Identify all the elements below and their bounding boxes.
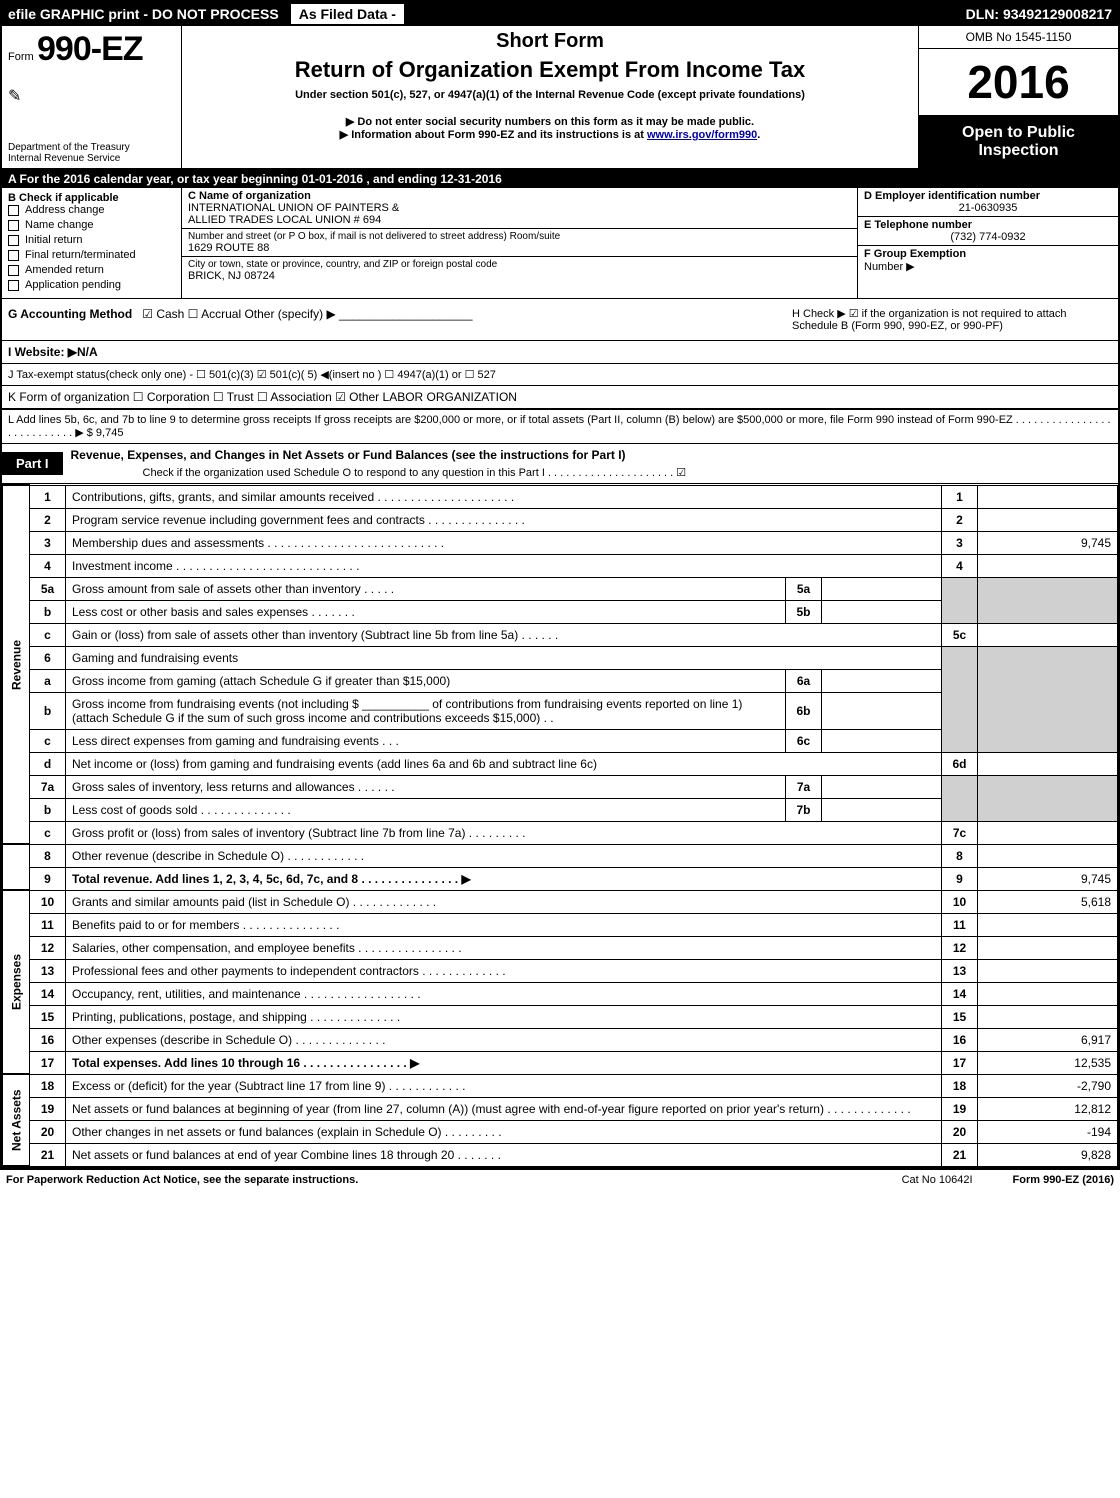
- lines-table: Revenue 1 Contributions, gifts, grants, …: [2, 484, 1118, 1167]
- check-address-change[interactable]: Address change: [8, 204, 175, 216]
- do-not-enter: ▶ Do not enter social security numbers o…: [186, 115, 914, 128]
- row-j-tax-exempt: J Tax-exempt status(check only one) - ☐ …: [2, 364, 1118, 386]
- form-container: efile GRAPHIC print - DO NOT PROCESS As …: [0, 0, 1120, 1169]
- row-g-h: G Accounting Method ☑ Cash ☐ Accrual Oth…: [2, 299, 1118, 341]
- c-name-block: C Name of organization INTERNATIONAL UNI…: [182, 188, 857, 229]
- under-section: Under section 501(c), 527, or 4947(a)(1)…: [186, 89, 914, 101]
- return-title: Return of Organization Exempt From Incom…: [186, 57, 914, 83]
- footer: For Paperwork Reduction Act Notice, see …: [0, 1169, 1120, 1190]
- g-options: ☑ Cash ☐ Accrual Other (specify) ▶ _____…: [142, 307, 472, 321]
- treasury-icon: ✎: [8, 86, 175, 106]
- part-i-header: Part I Revenue, Expenses, and Changes in…: [2, 444, 1118, 484]
- check-application-pending[interactable]: Application pending: [8, 279, 175, 291]
- dln-text: DLN: 93492129008217: [966, 6, 1118, 22]
- row-i-website: I Website: ▶N/A: [2, 341, 1118, 364]
- top-bar: efile GRAPHIC print - DO NOT PROCESS As …: [2, 2, 1118, 26]
- h-check: H Check ▶ ☑ if the organization is not r…: [792, 307, 1112, 332]
- row-a-tax-year: A For the 2016 calendar year, or tax yea…: [2, 170, 1118, 188]
- form-id-footer: Form 990-EZ (2016): [1013, 1174, 1114, 1186]
- header-right: OMB No 1545-1150 2016 Open to Public Ins…: [918, 26, 1118, 168]
- short-form-title: Short Form: [186, 30, 914, 53]
- g-label: G Accounting Method: [8, 307, 132, 321]
- irs-link[interactable]: www.irs.gov/form990: [647, 129, 757, 141]
- check-name-change[interactable]: Name change: [8, 219, 175, 231]
- d-ein: D Employer identification number 21-0630…: [858, 188, 1118, 217]
- column-c-org-info: C Name of organization INTERNATIONAL UNI…: [182, 188, 858, 298]
- open-to-public: Open to Public Inspection: [919, 116, 1118, 168]
- column-b-checkboxes: B Check if applicable Address change Nam…: [2, 188, 182, 298]
- b-title: B Check if applicable: [8, 192, 175, 204]
- cat-no: Cat No 10642I: [902, 1174, 973, 1186]
- as-filed-box: As Filed Data -: [291, 4, 404, 24]
- check-initial-return[interactable]: Initial return: [8, 234, 175, 246]
- side-expenses: Expenses: [3, 890, 30, 1074]
- check-amended-return[interactable]: Amended return: [8, 264, 175, 276]
- part-i-title: Revenue, Expenses, and Changes in Net As…: [63, 444, 1118, 466]
- header-left: Form 990-EZ ✎ Department of the Treasury…: [2, 26, 182, 168]
- part-i-sub: Check if the organization used Schedule …: [63, 466, 1118, 483]
- form-prefix: Form: [8, 51, 34, 63]
- e-telephone: E Telephone number (732) 774-0932: [858, 217, 1118, 246]
- header-row: Form 990-EZ ✎ Department of the Treasury…: [2, 26, 1118, 170]
- side-revenue: Revenue: [3, 485, 30, 844]
- c-address-block: Number and street (or P O box, if mail i…: [182, 229, 857, 257]
- info-line: ▶ Information about Form 990-EZ and its …: [186, 128, 914, 141]
- row-k-form-org: K Form of organization ☐ Corporation ☐ T…: [2, 386, 1118, 410]
- check-final-return[interactable]: Final return/terminated: [8, 249, 175, 261]
- section-b-through-f: B Check if applicable Address change Nam…: [2, 188, 1118, 299]
- header-mid: Short Form Return of Organization Exempt…: [182, 26, 918, 168]
- row-l-gross-receipts: L Add lines 5b, 6c, and 7b to line 9 to …: [2, 410, 1118, 444]
- tax-year: 2016: [919, 49, 1118, 116]
- part-i-label: Part I: [2, 452, 63, 475]
- side-net-assets: Net Assets: [3, 1074, 30, 1166]
- omb-number: OMB No 1545-1150: [919, 26, 1118, 49]
- form-number: 990-EZ: [37, 30, 143, 68]
- c-city-block: City or town, state or province, country…: [182, 257, 857, 284]
- column-d-e-f: D Employer identification number 21-0630…: [858, 188, 1118, 298]
- treasury-dept: Department of the Treasury Internal Reve…: [8, 142, 175, 164]
- efile-text: efile GRAPHIC print - DO NOT PROCESS: [2, 6, 285, 22]
- f-group-exemption: F Group Exemption Number ▶: [858, 246, 1118, 275]
- paperwork-notice: For Paperwork Reduction Act Notice, see …: [6, 1174, 358, 1186]
